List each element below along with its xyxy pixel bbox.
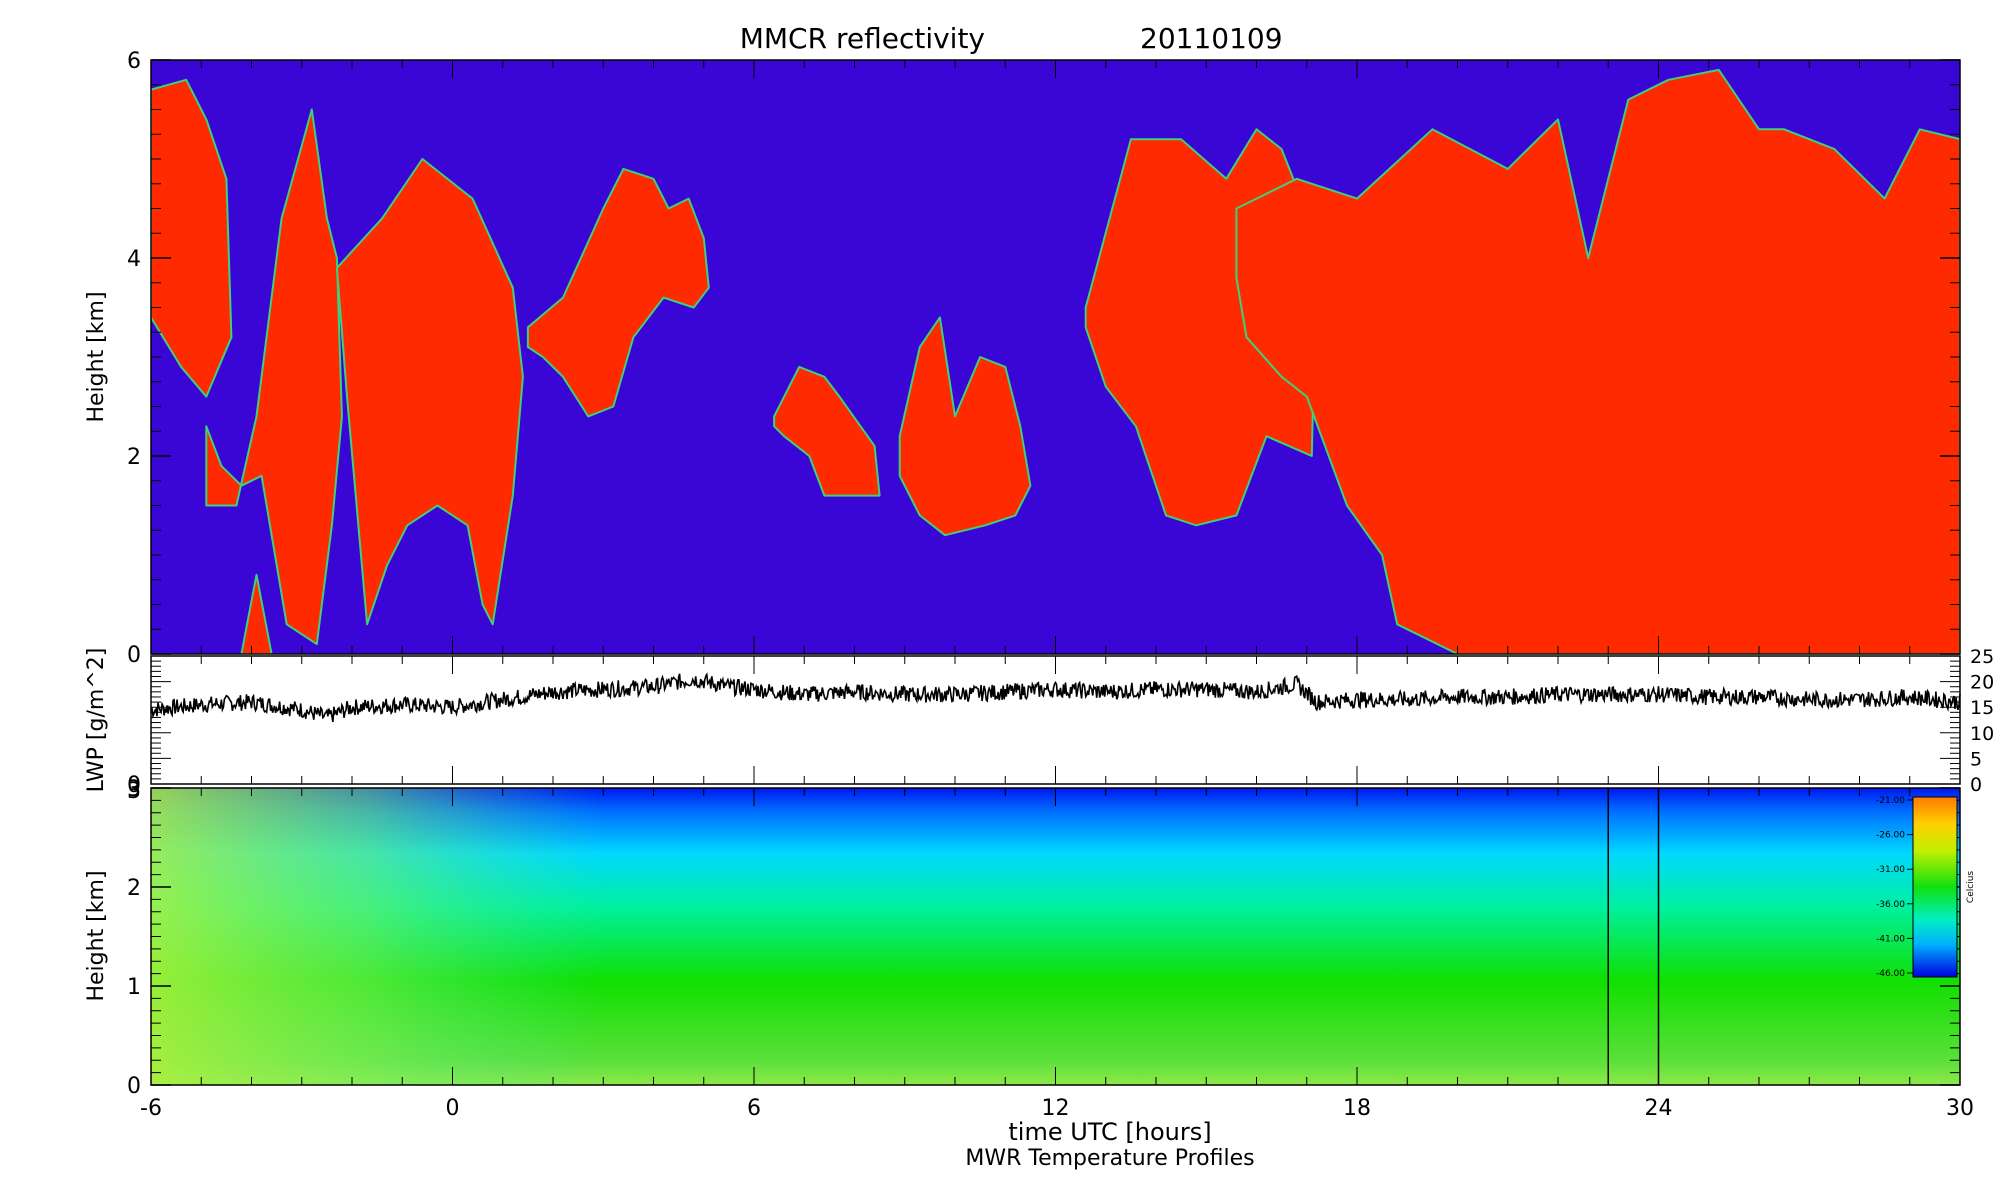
reflectivity-ylabel: Height [km]	[84, 291, 109, 422]
figure-caption: MWR Temperature Profiles	[965, 1146, 1254, 1171]
y-tick-label: 0	[127, 643, 141, 668]
y-tick-label: 6	[127, 49, 141, 74]
cloud-region	[151, 78, 233, 398]
cloud-regions	[151, 68, 1960, 654]
temperature-ylabel: Height [km]	[84, 870, 109, 1001]
colorbar-tick-label: -26.00	[1876, 831, 1905, 841]
lwp-tick-label: 25	[1970, 646, 1994, 668]
lwp-tick-label: 20	[1970, 672, 1994, 694]
x-tick-label: 0	[446, 1096, 460, 1121]
y-tick-label: 2	[127, 445, 141, 470]
x-tick-label: 12	[1042, 1096, 1070, 1121]
cloud-region	[898, 316, 1032, 537]
temperature-top-tick-label: 3	[127, 779, 141, 804]
cloud-region	[1235, 68, 1960, 654]
cloud-region	[240, 573, 273, 654]
cloud-region	[526, 167, 710, 418]
lwp-panel: 0 0 5 10 15 20 25 3 LWP [g/m^2]	[84, 646, 1994, 804]
chart-date: 20110109	[1140, 22, 1283, 55]
x-tick-label: 24	[1645, 1096, 1673, 1121]
x-tick-label: 18	[1343, 1096, 1371, 1121]
lwp-left-zero: 0	[127, 773, 141, 798]
y-tick-label: 1	[127, 975, 141, 1000]
lwp-tick-label: 15	[1970, 697, 1994, 719]
lwp-series-line	[150, 672, 1961, 723]
lwp-tick-label: 0	[1970, 774, 1982, 796]
x-axis-label: time UTC [hours]	[1008, 1118, 1211, 1146]
temperature-marker-lines	[1607, 788, 1660, 1085]
colorbar-tick-label: -46.00	[1876, 969, 1905, 979]
colorbar-label: Celcius	[1966, 871, 1976, 903]
lwp-ylabel: LWP [g/m^2]	[84, 648, 109, 793]
lwp-frame	[150, 655, 1961, 785]
colorbar: -21.00 -26.00 -31.00 -36.00 -41.00 -46.00 Cel…	[1876, 796, 1976, 979]
x-tick-label: 30	[1946, 1096, 1974, 1121]
colorbar-ticks: -21.00 -26.00 -31.00 -36.00 -41.00 -46.00	[1876, 796, 1913, 979]
colorbar-scale	[1912, 796, 1958, 978]
colorbar-tick-label: -31.00	[1876, 865, 1905, 875]
chart-title: MMCR reflectivity	[740, 22, 985, 55]
lwp-tick-label: 10	[1970, 723, 1994, 745]
y-tick-label: 0	[127, 1074, 141, 1099]
lwp-y-ticks: 0 0 5 10 15 20 25 3	[127, 646, 1994, 804]
temperature-panel: 0 1 2 3 Height [km] -21.00 -26.00 -31.00 -36.0…	[84, 777, 1976, 1099]
lwp-tick-label: 5	[1970, 748, 1982, 770]
cloud-region	[205, 108, 343, 646]
colorbar-tick-label: -36.00	[1876, 900, 1905, 910]
x-tick-label: 6	[747, 1096, 761, 1121]
cloud-region	[773, 365, 881, 497]
y-tick-label: 4	[127, 247, 141, 272]
temperature-west-warming	[151, 788, 1960, 1085]
cloud-region	[335, 158, 524, 626]
reflectivity-y-ticks: 0 2 4 6	[127, 49, 1960, 668]
colorbar-tick-label: -21.00	[1876, 796, 1905, 806]
x-axis-ticks: -6 0 6 12 18 24 30	[140, 60, 1974, 1121]
reflectivity-panel: 0 2 4 6 Height [km]	[84, 49, 1961, 668]
colorbar-tick-label: -41.00	[1876, 934, 1905, 944]
x-tick-label: -6	[140, 1096, 162, 1121]
y-tick-label: 3	[127, 777, 141, 802]
y-tick-label: 2	[127, 876, 141, 901]
